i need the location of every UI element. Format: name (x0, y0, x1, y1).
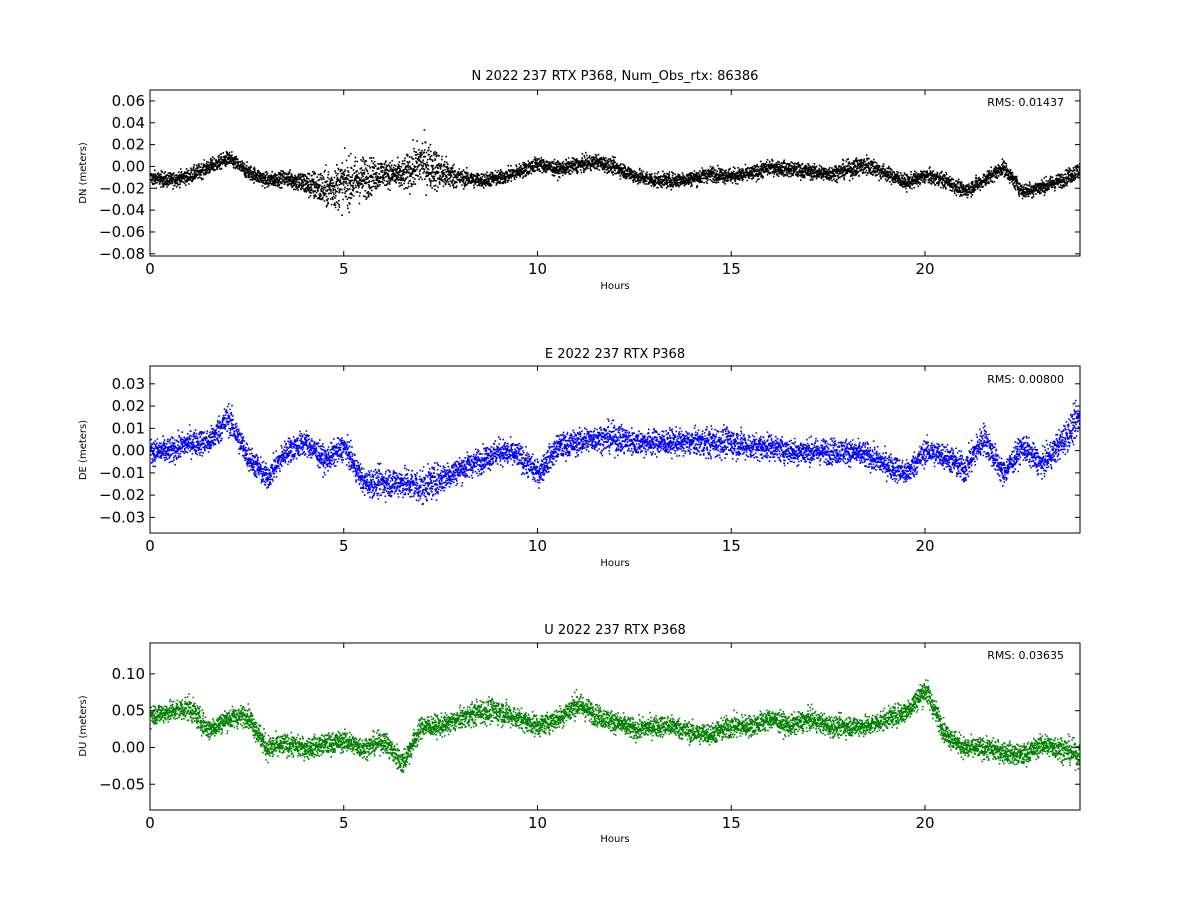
x-tick-label-du-4: 20 (915, 814, 934, 832)
panel-du: U 2022 237 RTX P368 0 5 10 15 20 −0.05 0.00 0.0… (78, 623, 1081, 845)
data-points-du (150, 679, 1080, 773)
y-tick-label-dn-0: −0.08 (99, 245, 145, 263)
data-points-de (150, 399, 1080, 506)
x-tick-label-de-2: 10 (528, 537, 547, 555)
y-tick-label-dn-2: −0.04 (99, 201, 145, 219)
axes-dn: 0 5 10 15 20 −0.08 −0.06 −0.04 −0.02 0.00 0.02 0.04… (99, 90, 1080, 278)
axes-du: 0 5 10 15 20 −0.05 0.00 0.05 0.10 (99, 643, 1080, 832)
axes-de: 0 5 10 15 20 −0.03 −0.02 −0.01 0.00 0.01 0.02 0.03 (99, 366, 1080, 555)
y-tick-label-de-1: −0.02 (99, 486, 145, 504)
x-axis-label-de: Hours (600, 558, 629, 569)
chart-title-du: U 2022 237 RTX P368 (544, 623, 686, 638)
y-tick-label-du-0: −0.05 (99, 775, 145, 793)
y-axis-label-de: DE (meters) (78, 420, 89, 480)
y-axis-label-dn: DN (meters) (78, 142, 89, 204)
y-tick-label-de-3: 0.00 (112, 442, 145, 460)
y-tick-label-de-2: −0.01 (99, 464, 145, 482)
y-tick-label-dn-3: −0.02 (99, 179, 145, 197)
y-tick-label-dn-5: 0.02 (112, 136, 145, 154)
x-tick-label-dn-4: 20 (915, 260, 934, 278)
data-points-dn (150, 129, 1080, 216)
x-tick-label-dn-3: 15 (722, 260, 741, 278)
y-tick-label-de-6: 0.03 (112, 375, 145, 393)
x-tick-label-dn-1: 5 (339, 260, 349, 278)
y-axis-label-du: DU (meters) (78, 695, 89, 756)
x-tick-label-de-4: 20 (915, 537, 934, 555)
rms-annotation-du: RMS: 0.03635 (987, 649, 1064, 662)
plot-frame-dn (149, 89, 1081, 257)
x-tick-label-du-0: 0 (145, 814, 155, 832)
y-tick-label-du-2: 0.05 (112, 702, 145, 720)
scatter-points-du (150, 679, 1080, 773)
x-tick-label-dn-2: 10 (528, 260, 547, 278)
x-tick-label-de-0: 0 (145, 537, 155, 555)
rms-annotation-dn: RMS: 0.01437 (987, 96, 1064, 109)
y-tick-label-de-5: 0.02 (112, 397, 145, 415)
y-tick-label-de-4: 0.01 (112, 419, 145, 437)
x-axis-label-du: Hours (600, 834, 629, 845)
x-tick-label-du-3: 15 (722, 814, 741, 832)
chart-title-de: E 2022 237 RTX P368 (545, 347, 685, 362)
scatter-points-dn (150, 129, 1080, 216)
plot-frame-du (149, 642, 1081, 811)
rms-annotation-de: RMS: 0.00800 (987, 373, 1064, 386)
plot-frame-de (149, 365, 1081, 534)
y-tick-label-dn-1: −0.06 (99, 223, 145, 241)
x-axis-label-dn: Hours (600, 281, 629, 292)
panel-de: E 2022 237 RTX P368 0 5 10 15 20 −0.03 −0.02 −0… (78, 347, 1081, 569)
y-tick-label-du-1: 0.00 (112, 738, 145, 756)
x-tick-label-de-3: 15 (722, 537, 741, 555)
x-tick-label-de-1: 5 (339, 537, 349, 555)
x-tick-label-du-2: 10 (528, 814, 547, 832)
y-tick-label-dn-7: 0.06 (112, 92, 145, 110)
scatter-points-de (150, 399, 1080, 506)
panel-dn: N 2022 237 RTX P368, Num_Obs_rtx: 86386 … (78, 69, 1081, 292)
y-tick-label-du-3: 0.10 (112, 665, 145, 683)
y-tick-label-de-0: −0.03 (99, 508, 145, 526)
x-tick-label-du-1: 5 (339, 814, 349, 832)
y-tick-label-dn-6: 0.04 (112, 114, 145, 132)
chart-title-dn: N 2022 237 RTX P368, Num_Obs_rtx: 86386 (472, 69, 759, 84)
y-tick-label-dn-4: 0.00 (112, 157, 145, 175)
x-tick-label-dn-0: 0 (145, 260, 155, 278)
